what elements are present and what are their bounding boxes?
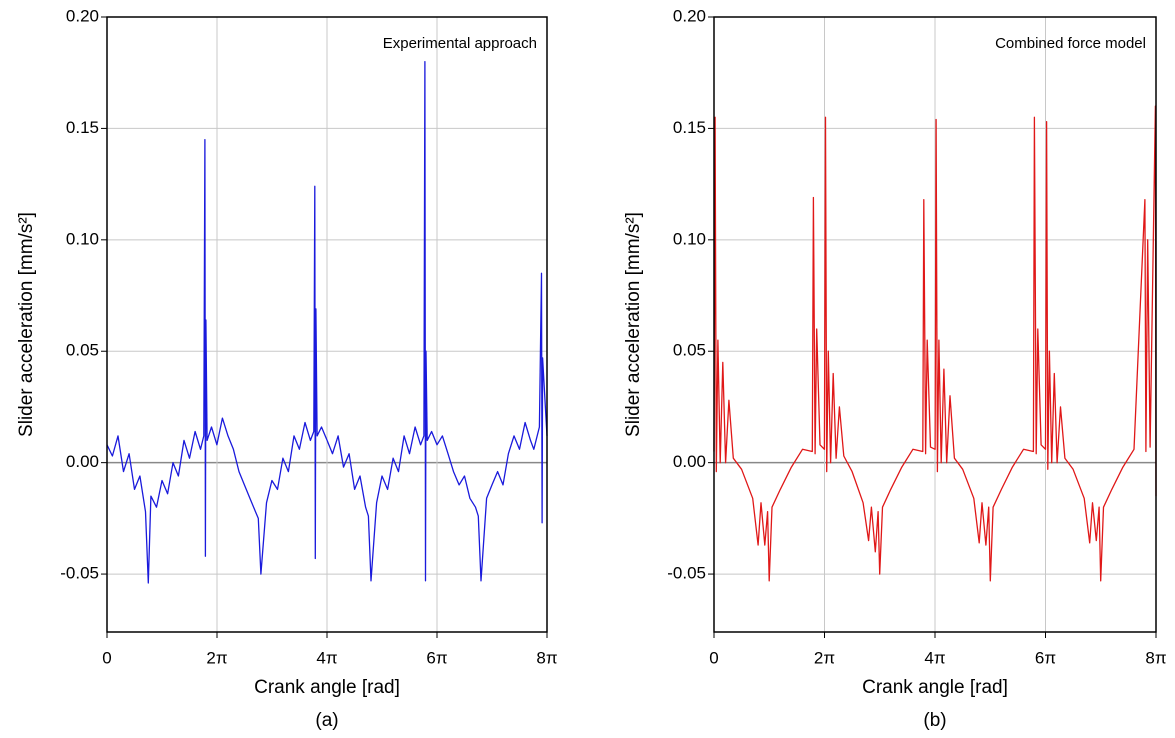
- data-line: [713, 105, 1157, 582]
- y-tick-label: 0.00: [673, 452, 706, 471]
- x-tick-label: 0: [102, 648, 111, 667]
- y-tick-label: 0.10: [66, 229, 99, 248]
- y-axis-label: Slider acceleration [mm/s²]: [623, 212, 644, 437]
- y-axis-label: Slider acceleration [mm/s²]: [16, 212, 37, 437]
- y-tick-label: 0.15: [673, 118, 706, 137]
- x-tick-label: 4π: [316, 648, 337, 667]
- y-tick-label: 0.00: [66, 452, 99, 471]
- y-tick-label: 0.05: [673, 341, 706, 360]
- y-tick-label: -0.05: [667, 564, 706, 583]
- annotation: Combined force model: [995, 35, 1146, 52]
- y-tick-label: 0.15: [66, 118, 99, 137]
- caption: (a): [315, 710, 338, 731]
- y-tick-label: 0.20: [66, 6, 99, 25]
- data-line: [106, 60, 548, 584]
- x-tick-label: 8π: [536, 648, 557, 667]
- x-tick-label: 2π: [206, 648, 227, 667]
- x-tick-label: 6π: [1035, 648, 1056, 667]
- caption: (b): [923, 710, 946, 731]
- x-tick-label: 4π: [924, 648, 945, 667]
- x-tick-label: 2π: [814, 648, 835, 667]
- x-tick-label: 8π: [1145, 648, 1166, 667]
- y-tick-label: 0.05: [66, 341, 99, 360]
- x-axis-label: Crank angle [rad]: [254, 677, 400, 698]
- x-tick-label: 6π: [426, 648, 447, 667]
- y-tick-label: 0.10: [673, 229, 706, 248]
- y-tick-label: -0.05: [60, 564, 99, 583]
- x-axis-label: Crank angle [rad]: [862, 677, 1008, 698]
- plot-frame: [713, 16, 1157, 633]
- x-tick-label: 0: [709, 648, 718, 667]
- plot-frame: [106, 16, 548, 633]
- y-tick-label: 0.20: [673, 6, 706, 25]
- annotation: Experimental approach: [383, 35, 537, 52]
